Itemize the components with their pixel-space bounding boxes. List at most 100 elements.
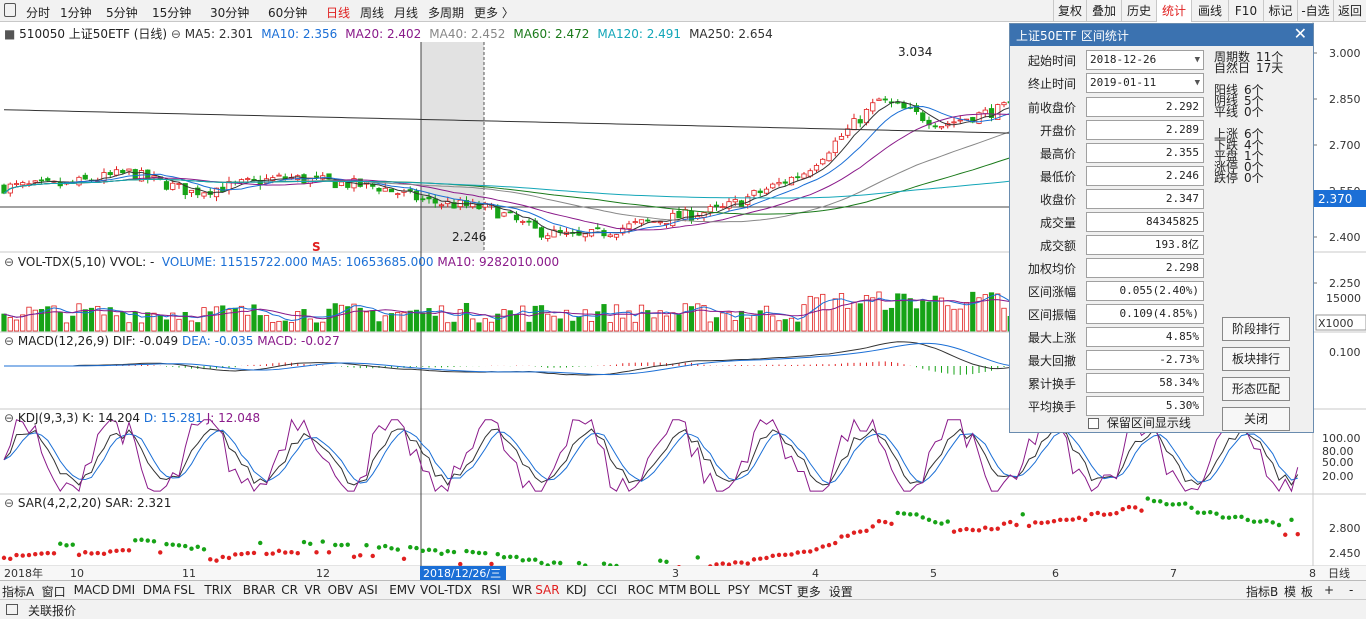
sar-dot	[920, 515, 925, 520]
side-stat: 下跌 4个	[1214, 139, 1264, 151]
time-label: 3	[672, 567, 679, 580]
dialog-button[interactable]: 板块排行	[1222, 347, 1290, 371]
period-tab[interactable]: 30分钟	[210, 6, 250, 20]
sidebar-toggle-icon[interactable]	[4, 3, 16, 17]
ma-collapse-icon[interactable]: ⊖	[170, 27, 181, 41]
indicator-tab[interactable]: EMV	[389, 583, 416, 597]
indicator-tab[interactable]: MTM	[658, 583, 687, 597]
indicator-tab[interactable]: BOLL	[689, 583, 721, 597]
sar-dot	[1014, 522, 1019, 528]
toolbar-button[interactable]: 返回	[1333, 0, 1366, 22]
close-icon[interactable]: ✕	[1293, 24, 1307, 43]
indicator-tab[interactable]: SAR	[535, 583, 560, 597]
stat-value: 2.298	[1086, 258, 1204, 278]
candle	[607, 234, 613, 238]
indicator-tab[interactable]: FSL	[173, 583, 195, 597]
period-tab[interactable]: 1分钟	[60, 6, 92, 20]
sar-dot	[551, 560, 557, 565]
macd-collapse-icon[interactable]: ⊖	[4, 334, 15, 348]
toolbar-button[interactable]: F10	[1228, 0, 1263, 22]
price-collapse-icon[interactable]: ■	[4, 27, 16, 41]
indicator-tab[interactable]: MACD	[73, 583, 110, 597]
indicator-tab[interactable]: BRAR	[242, 583, 276, 597]
toolbar-button[interactable]: 画线	[1191, 0, 1228, 22]
indicator-tab[interactable]: 指标A	[2, 585, 35, 599]
period-tab[interactable]: 更多 〉	[474, 6, 514, 20]
indicator-right-tab[interactable]: -	[1349, 583, 1354, 597]
toolbar-button[interactable]: 历史	[1121, 0, 1156, 22]
toolbar-button[interactable]: 叠加	[1086, 0, 1121, 22]
volume-bar	[620, 317, 626, 332]
period-tab[interactable]: 月线	[394, 6, 419, 20]
vol-collapse-icon[interactable]: ⊖	[4, 255, 15, 269]
period-tab[interactable]: 15分钟	[152, 6, 192, 20]
sar-dot	[539, 560, 544, 566]
sar-dot	[245, 551, 250, 556]
chevron-down-icon[interactable]: ▼	[1194, 55, 1200, 65]
volume-bar	[576, 316, 582, 332]
indicator-tab[interactable]: 更多	[796, 585, 821, 599]
dialog-button[interactable]: 阶段排行	[1222, 317, 1290, 341]
indicator-right-tab[interactable]: +	[1324, 583, 1335, 597]
volume-bar	[201, 307, 207, 332]
volume-bar	[720, 312, 726, 332]
indicator-tab[interactable]: PSY	[727, 583, 750, 597]
indicator-tab[interactable]: ASI	[358, 583, 378, 597]
indicator-tab[interactable]: OBV	[327, 583, 354, 597]
sar-dot	[983, 525, 988, 530]
indicator-right-tab[interactable]: 模	[1284, 585, 1297, 599]
period-tab[interactable]: 多周期	[428, 6, 465, 20]
volume-bar	[32, 309, 38, 332]
candle	[407, 189, 413, 191]
sar-dot	[1120, 507, 1125, 512]
indicator-tab[interactable]: CR	[281, 583, 298, 597]
indicator-tab[interactable]: KDJ	[566, 583, 587, 597]
period-tab[interactable]: 日线	[326, 6, 351, 20]
sar-dot	[414, 545, 419, 551]
chevron-down-icon[interactable]: ▼	[1194, 78, 1200, 88]
period-tab[interactable]: 分时	[26, 6, 51, 20]
keep-range-line-checkbox[interactable]: 保留区间显示线	[1088, 414, 1191, 431]
toolbar-button[interactable]: 统计	[1156, 0, 1191, 22]
indicator-tab[interactable]: RSI	[481, 583, 501, 597]
kdj-collapse-icon[interactable]: ⊖	[4, 411, 15, 425]
indicator-tab[interactable]: TRIX	[204, 583, 232, 597]
sar-dot	[664, 559, 669, 564]
candle	[882, 98, 888, 101]
k-label: K: 14.204	[82, 411, 140, 425]
indicator-tab[interactable]: ROC	[627, 583, 654, 597]
period-tab[interactable]: 周线	[360, 6, 385, 20]
sar-dot	[258, 540, 263, 546]
sar-collapse-icon[interactable]: ⊖	[4, 496, 15, 510]
related-quotes-label[interactable]: 关联报价	[28, 604, 77, 618]
indicator-right-tab[interactable]: 板	[1301, 585, 1314, 599]
toolbar-button[interactable]: 复权	[1053, 0, 1086, 22]
indicator-right-tab[interactable]: 指标B	[1246, 585, 1279, 599]
period-tab[interactable]: 5分钟	[106, 6, 138, 20]
candle	[763, 188, 770, 194]
toolbar-button[interactable]: -自选	[1297, 0, 1333, 22]
dialog-button[interactable]: 形态匹配	[1222, 377, 1290, 401]
dialog-titlebar[interactable]: 上证50ETF 区间统计 ✕	[1010, 24, 1313, 46]
quote-icon[interactable]	[6, 604, 18, 615]
stat-value: 0.055(2.40%)	[1086, 281, 1204, 301]
toolbar-button[interactable]: 标记	[1263, 0, 1297, 22]
sar-dot	[876, 518, 882, 524]
end-date-select[interactable]: 2019-01-11 ▼	[1086, 73, 1204, 93]
indicator-tab[interactable]: CCI	[596, 583, 618, 597]
volume-bar	[26, 306, 32, 332]
volume-bar	[976, 297, 982, 332]
indicator-tab[interactable]: WR	[512, 583, 533, 597]
indicator-tab[interactable]: 设置	[828, 585, 853, 599]
indicator-tab[interactable]: VR	[304, 583, 321, 597]
volume-bar	[195, 322, 201, 332]
indicator-tab[interactable]: MCST	[758, 583, 793, 597]
dialog-button[interactable]: 关闭	[1222, 407, 1290, 431]
indicator-tab[interactable]: 窗口	[41, 585, 66, 599]
start-date-select[interactable]: 2018-12-26 ▼	[1086, 50, 1204, 70]
period-tab[interactable]: 60分钟	[268, 6, 308, 20]
indicator-tab[interactable]: DMI	[112, 583, 136, 597]
indicator-tab[interactable]: DMA	[142, 583, 171, 597]
checkbox-box[interactable]	[1088, 418, 1099, 429]
indicator-tab[interactable]: VOL-TDX	[420, 583, 472, 597]
